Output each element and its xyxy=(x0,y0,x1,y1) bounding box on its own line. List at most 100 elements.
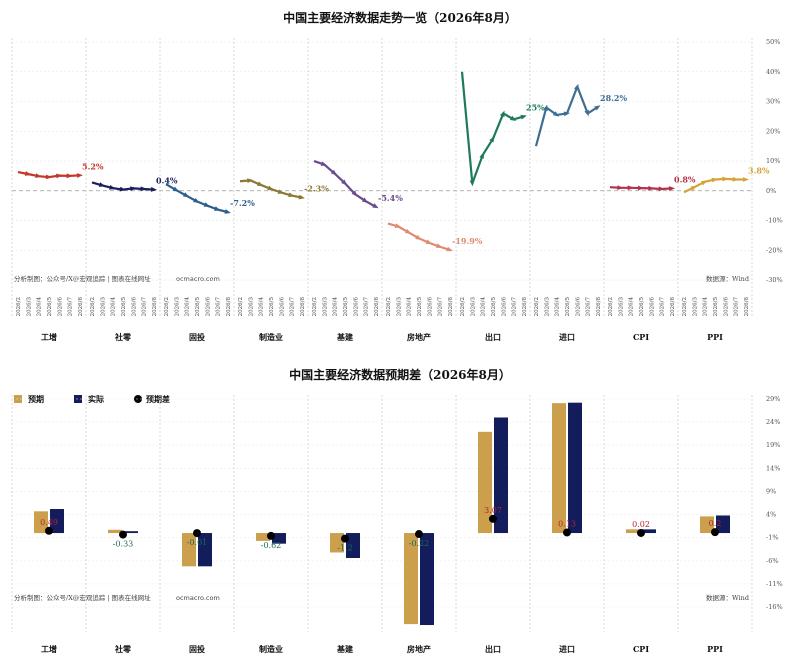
series-point xyxy=(119,186,126,192)
date-tick-label: 2026/7 xyxy=(68,297,74,317)
category-label-bottom: CPI xyxy=(633,644,649,654)
bar-actual xyxy=(346,533,360,559)
date-tick-label: 2026/3 xyxy=(100,297,106,317)
top-y-tick-label: -30% xyxy=(766,276,783,284)
series-point xyxy=(214,206,221,211)
series-end-label: 0.8% xyxy=(674,174,696,184)
date-tick-label: 2026/2 xyxy=(682,297,688,316)
bar-actual xyxy=(124,531,138,534)
date-tick-label: 2026/4 xyxy=(407,297,413,317)
date-tick-label: 2026/4 xyxy=(37,297,43,317)
diff-data-label: 0.49 xyxy=(40,518,58,527)
category-label-top: CPI xyxy=(633,332,649,342)
category-label-bottom: 房地产 xyxy=(407,644,431,654)
date-tick-label: 2026/4 xyxy=(333,297,339,317)
top-source-right: 数据源：Wind xyxy=(706,274,749,283)
series-point xyxy=(150,187,157,192)
bottom-y-tick-label: -11% xyxy=(766,580,783,588)
series-point xyxy=(469,180,475,187)
series-point xyxy=(298,194,305,200)
series-point xyxy=(711,177,718,183)
series-end-label: 5.2% xyxy=(82,161,104,171)
bar-expected xyxy=(626,529,640,534)
date-tick-label: 2026/3 xyxy=(26,297,32,317)
date-tick-label: 2026/3 xyxy=(396,297,402,317)
series-end-label: -19.9% xyxy=(452,236,483,246)
date-tick-label: 2026/4 xyxy=(185,297,191,317)
date-tick-label: 2026/8 xyxy=(596,297,602,317)
date-tick-label: 2026/6 xyxy=(57,297,63,317)
series-point xyxy=(404,228,412,234)
bar-expected xyxy=(34,511,48,534)
series-point xyxy=(182,192,190,198)
bar-expected xyxy=(256,533,270,541)
bar-actual xyxy=(568,402,582,534)
date-tick-label: 2026/8 xyxy=(522,297,528,317)
date-tick-label: 2026/4 xyxy=(111,297,117,317)
date-tick-label: 2026/7 xyxy=(586,297,592,317)
series-point xyxy=(425,239,433,245)
diff-marker xyxy=(341,534,349,543)
series-point xyxy=(627,185,634,191)
category-label-top: 出口 xyxy=(485,332,501,342)
series-point xyxy=(66,173,73,179)
category-label-bottom: PPI xyxy=(707,644,723,654)
diff-data-label: 0.2 xyxy=(709,519,722,528)
top-y-tick-label: 30% xyxy=(766,98,780,106)
series-point xyxy=(743,177,749,182)
bottom-y-tick-label: 24% xyxy=(766,418,780,426)
category-label-top: 固投 xyxy=(189,332,205,342)
date-tick-label: 2026/3 xyxy=(618,297,624,317)
series-point xyxy=(499,110,505,118)
top-y-tick-label: -20% xyxy=(766,246,783,254)
date-tick-label: 2026/5 xyxy=(343,297,349,317)
date-tick-label: 2026/7 xyxy=(216,297,222,317)
date-tick-label: 2026/6 xyxy=(427,297,433,317)
diff-data-label: -0.22 xyxy=(409,539,430,548)
diff-marker xyxy=(193,529,201,538)
series-point xyxy=(109,185,116,190)
date-tick-label: 2026/4 xyxy=(481,297,487,317)
bottom-source-url: ocmacro.com xyxy=(176,594,220,602)
date-tick-label: 2026/8 xyxy=(300,297,306,317)
date-tick-label: 2026/3 xyxy=(248,297,254,317)
bottom-y-tick-label: 19% xyxy=(766,441,780,449)
date-tick-label: 2026/5 xyxy=(713,297,719,317)
bar-expected xyxy=(108,529,122,534)
date-tick-label: 2026/8 xyxy=(448,297,454,317)
bar-expected xyxy=(552,403,566,534)
series-point xyxy=(563,111,570,117)
category-label-bottom: 进口 xyxy=(559,644,575,654)
date-tick-label: 2026/7 xyxy=(438,297,444,317)
series-end-label: 25% xyxy=(526,102,545,112)
date-tick-label: 2026/3 xyxy=(174,297,180,317)
category-label-top: 基建 xyxy=(336,332,354,342)
series-point xyxy=(98,182,106,187)
bar-expected xyxy=(478,431,492,534)
series-point xyxy=(224,209,231,214)
date-tick-label: 2026/2 xyxy=(386,297,392,316)
series-point xyxy=(446,246,453,252)
series-point xyxy=(584,109,589,117)
date-tick-label: 2026/8 xyxy=(374,297,380,317)
series-end-label: -5.4% xyxy=(378,193,403,203)
date-tick-label: 2026/8 xyxy=(744,297,750,317)
bar-actual xyxy=(642,529,656,534)
category-label-top: PPI xyxy=(707,332,723,342)
series-point xyxy=(658,186,665,192)
category-label-top: 工增 xyxy=(41,332,57,342)
date-tick-label: 2026/6 xyxy=(723,297,729,317)
diff-marker xyxy=(267,531,275,540)
category-label-top: 社零 xyxy=(114,332,132,342)
series-point xyxy=(193,197,200,203)
date-tick-label: 2026/5 xyxy=(269,297,275,317)
diff-data-label: 3.07 xyxy=(484,506,502,515)
series-point xyxy=(203,202,211,207)
top-y-tick-label: 20% xyxy=(766,127,780,135)
date-tick-label: 2026/7 xyxy=(142,297,148,317)
date-tick-label: 2026/6 xyxy=(575,297,581,317)
series-point xyxy=(288,192,295,198)
bottom-y-tick-label: 29% xyxy=(766,395,780,403)
date-tick-label: 2026/3 xyxy=(692,297,698,317)
